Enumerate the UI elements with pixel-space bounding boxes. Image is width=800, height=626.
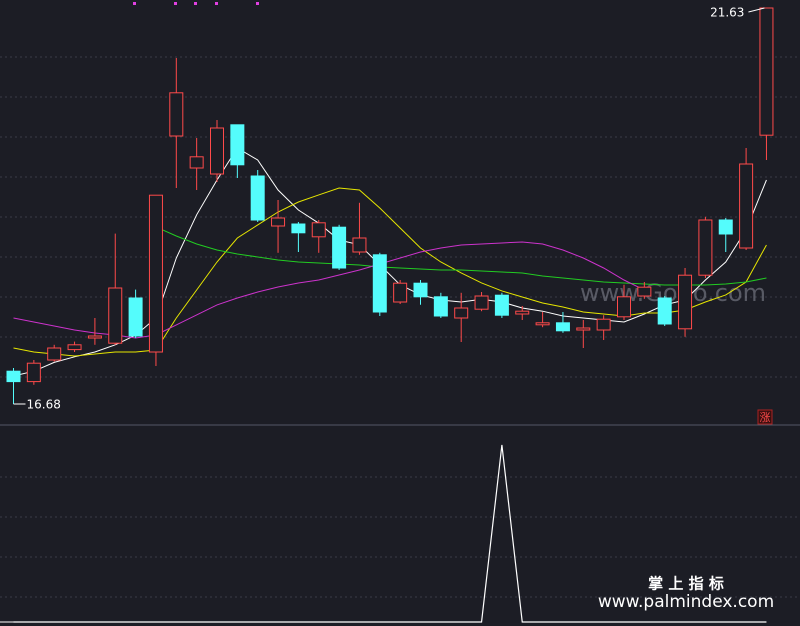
candle-body bbox=[87, 335, 102, 339]
top-dots bbox=[133, 2, 259, 5]
rise-tag: 涨 bbox=[760, 411, 771, 424]
candle-body bbox=[474, 295, 489, 310]
candle-body bbox=[332, 226, 347, 269]
candle-body bbox=[352, 237, 367, 253]
candle-body bbox=[250, 175, 265, 221]
candle-body bbox=[169, 92, 184, 137]
candle-body bbox=[230, 124, 245, 166]
candle-body bbox=[739, 163, 754, 249]
moving-average bbox=[13, 187, 767, 357]
candle-body bbox=[698, 219, 713, 276]
dot bbox=[194, 2, 197, 5]
candle-body bbox=[515, 310, 530, 315]
candle-body bbox=[576, 327, 591, 331]
candle-body bbox=[555, 322, 570, 332]
candle-body bbox=[718, 219, 733, 235]
dot bbox=[133, 2, 136, 5]
dot bbox=[174, 2, 177, 5]
candle-body bbox=[271, 217, 286, 227]
candle-body bbox=[759, 7, 774, 136]
candle-body bbox=[678, 274, 693, 330]
candle-body bbox=[372, 254, 387, 313]
candle-body bbox=[148, 194, 163, 353]
rise-tag-box bbox=[757, 409, 773, 425]
candle-body bbox=[189, 156, 204, 169]
candle-body bbox=[413, 282, 428, 298]
candle-body bbox=[47, 347, 62, 361]
dot bbox=[215, 2, 218, 5]
candle-body bbox=[535, 322, 550, 326]
moving-average bbox=[155, 226, 767, 286]
candle-body bbox=[210, 127, 224, 175]
indicator-line bbox=[13, 444, 767, 623]
site: www.palmindex.com bbox=[598, 592, 774, 612]
candle-body bbox=[617, 296, 631, 318]
candle-body bbox=[108, 287, 123, 344]
candle-body bbox=[6, 370, 21, 383]
brand: 掌 上 指 标 bbox=[648, 575, 724, 593]
high-arrow bbox=[748, 7, 765, 13]
candle-body bbox=[454, 307, 469, 319]
low-label: 16.68 bbox=[27, 398, 61, 412]
candle-body bbox=[26, 362, 41, 383]
candle-body bbox=[657, 297, 672, 325]
candle-body bbox=[637, 286, 652, 297]
dot bbox=[256, 2, 259, 5]
candle-body bbox=[433, 296, 448, 317]
candle-body bbox=[596, 318, 611, 331]
grid bbox=[0, 56, 800, 598]
candle-body bbox=[128, 297, 143, 337]
high-label: 21.63 bbox=[710, 6, 744, 20]
candle-body bbox=[494, 294, 509, 316]
candle-body bbox=[291, 223, 306, 234]
candle-body bbox=[311, 222, 326, 238]
candle-body bbox=[67, 344, 82, 351]
candle-body bbox=[393, 282, 408, 303]
